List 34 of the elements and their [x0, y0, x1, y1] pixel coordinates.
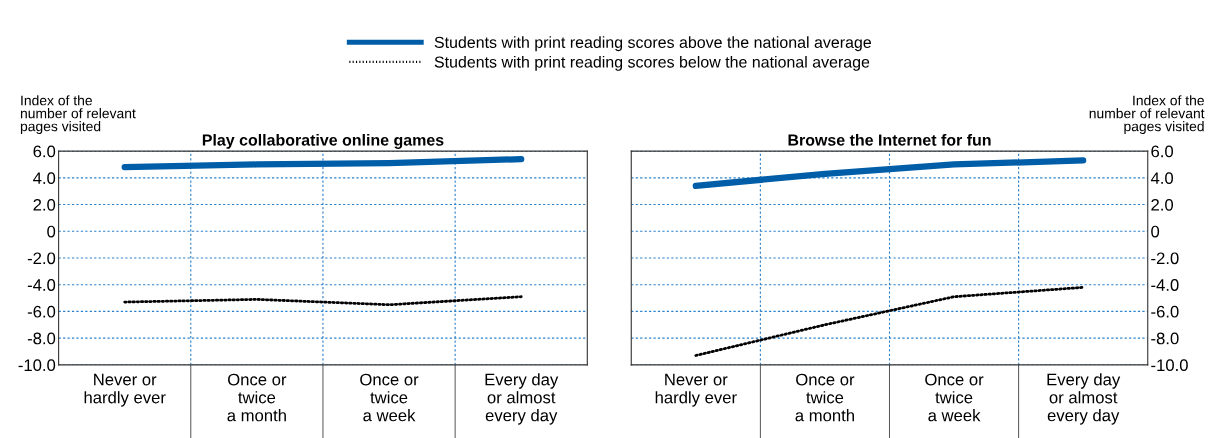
y-tick-label: -4.0 — [27, 279, 56, 291]
x-tick-label: Once or twice a week — [925, 373, 984, 422]
line-series — [694, 285, 1085, 357]
y-tick-label: 4.0 — [1150, 172, 1174, 185]
x-tick-label: Every day or almost every day — [1047, 373, 1121, 425]
y-tick-label: 2.0 — [1151, 198, 1174, 211]
chart-title: Browse the Internet for fun — [788, 133, 991, 146]
line-series — [123, 295, 523, 307]
x-tick-label: Once or twice a month — [795, 373, 855, 422]
y-axis-title: Index of the number of relevant pages visited — [1089, 95, 1205, 135]
x-tick-label: Never or hardly ever — [84, 373, 166, 407]
y-tick-label: -8.0 — [1151, 332, 1179, 345]
y-tick-label: -10.0 — [1151, 359, 1188, 372]
y-tick-label: -4.0 — [1151, 279, 1179, 291]
y-tick-label: 4.0 — [33, 172, 56, 185]
y-tick-label: -2.0 — [1151, 252, 1179, 265]
y-tick-label: 0 — [47, 225, 56, 238]
y-tick-label: -6.0 — [27, 305, 56, 318]
legend-label: Students with print reading scores below the national average — [434, 55, 870, 71]
y-tick-label: -2.0 — [27, 252, 56, 265]
y-tick-label: 2.0 — [33, 198, 56, 211]
y-tick-label: 6.0 — [33, 145, 56, 158]
y-tick-label: -6.0 — [1151, 305, 1179, 318]
y-tick-label: -8.0 — [27, 332, 56, 345]
x-tick-label: Once or twice a month — [227, 373, 287, 422]
x-tick-label: Never or hardly ever — [655, 373, 737, 407]
x-tick-label: Every day or almost every day — [485, 373, 559, 425]
y-axis-title: Index of the number of relevant pages visited — [20, 95, 136, 135]
y-tick-label: -10.0 — [18, 359, 56, 372]
y-tick-label: 0 — [1151, 225, 1160, 238]
x-tick-label: Once or twice a week — [360, 373, 419, 422]
chart-title: Play collaborative online games — [202, 133, 444, 149]
y-tick-label: 6.0 — [1151, 145, 1174, 158]
legend-label: Students with print reading scores above the national average — [434, 36, 871, 52]
